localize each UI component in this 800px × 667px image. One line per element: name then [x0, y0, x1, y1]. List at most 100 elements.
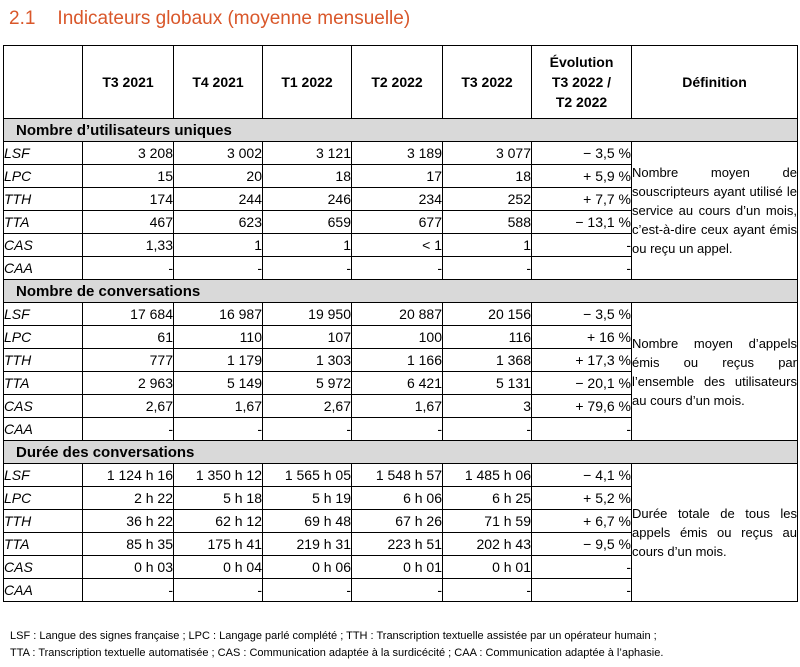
value-cell: 61: [82, 325, 174, 349]
value-cell: 107: [262, 325, 352, 349]
value-cell: -: [351, 256, 443, 280]
value-cell: 0 h 03: [82, 555, 174, 579]
value-cell: -: [262, 417, 352, 441]
value-cell: 623: [173, 210, 263, 234]
table-row: CAA - - - - - -: [3, 256, 798, 280]
table-row: TTA 85 h 35 175 h 41 219 h 31 223 h 51 202 h …: [3, 532, 798, 556]
value-cell: -: [442, 256, 532, 280]
section-title-cell: Durée des conversations: [3, 440, 798, 464]
value-cell: 5 149: [173, 371, 263, 395]
value-cell: 3: [442, 394, 532, 418]
evolution-cell: − 9,5 %: [531, 532, 632, 556]
value-cell: 1,33: [82, 233, 174, 257]
value-cell: -: [82, 417, 174, 441]
evolution-cell: − 20,1 %: [531, 371, 632, 395]
value-cell: 175 h 41: [173, 532, 263, 556]
row-label: CAA: [3, 578, 83, 602]
footnote-line: TTA : Transcription textuelle automatisé…: [10, 647, 664, 659]
definition-cell: Nombre moyen d’appels émis ou reçus par …: [631, 302, 798, 441]
definition-cell: Durée totale de tous les appels émis ou …: [631, 463, 798, 602]
row-label: TTH: [3, 187, 83, 211]
value-cell: 1: [262, 233, 352, 257]
evolution-cell: -: [531, 256, 632, 280]
value-cell: 1 548 h 57: [351, 463, 443, 487]
value-cell: 244: [173, 187, 263, 211]
table-row: LPC 2 h 22 5 h 18 5 h 19 6 h 06 6 h 25 + 5,2 %: [3, 486, 798, 510]
row-label: CAS: [3, 555, 83, 579]
header-blank: [3, 45, 83, 119]
value-cell: 19 950: [262, 302, 352, 326]
value-cell: 36 h 22: [82, 509, 174, 533]
value-cell: 18: [262, 164, 352, 188]
value-cell: 0 h 01: [442, 555, 532, 579]
value-cell: 3 208: [82, 141, 174, 165]
table-row: CAS 0 h 03 0 h 04 0 h 06 0 h 01 0 h 01-: [3, 555, 798, 579]
value-cell: 3 002: [173, 141, 263, 165]
evolution-cell: + 5,2 %: [531, 486, 632, 510]
value-cell: 20: [173, 164, 263, 188]
value-cell: 202 h 43: [442, 532, 532, 556]
column-header: T3 2022: [442, 45, 532, 119]
value-cell: 1 166: [351, 348, 443, 372]
table-row: CAA - - - - - -: [3, 417, 798, 441]
section-row: Nombre d’utilisateurs uniques: [3, 118, 798, 142]
evolution-cell: − 4,1 %: [531, 463, 632, 487]
value-cell: 659: [262, 210, 352, 234]
row-label: LPC: [3, 164, 83, 188]
evolution-cell: + 17,3 %: [531, 348, 632, 372]
header-row: T3 2021 T4 2021 T1 2022 T2 2022 T3 2022 …: [3, 45, 798, 119]
evolution-cell: + 6,7 %: [531, 509, 632, 533]
value-cell: 20 156: [442, 302, 532, 326]
value-cell: -: [442, 578, 532, 602]
evolution-cell: + 16 %: [531, 325, 632, 349]
table-row: LSF 17 684 16 987 19 950 20 887 20 156− 3,5 %…: [3, 302, 798, 441]
value-cell: 6 h 06: [351, 486, 443, 510]
section-number: 2.1: [9, 8, 36, 29]
evolution-cell: + 5,9 %: [531, 164, 632, 188]
evolution-cell: -: [531, 578, 632, 602]
table-row: TTH 36 h 22 62 h 12 69 h 48 67 h 26 71 h 59 + …: [3, 509, 798, 533]
value-cell: 2 h 22: [82, 486, 174, 510]
value-cell: -: [351, 417, 443, 441]
row-label: TTA: [3, 210, 83, 234]
value-cell: 1 179: [173, 348, 263, 372]
value-cell: 1 368: [442, 348, 532, 372]
value-cell: -: [262, 578, 352, 602]
value-cell: 1: [173, 233, 263, 257]
definition-header: Définition: [631, 45, 798, 119]
row-label: TTH: [3, 509, 83, 533]
value-cell: 0 h 06: [262, 555, 352, 579]
value-cell: -: [173, 256, 263, 280]
value-cell: 1 485 h 06: [442, 463, 532, 487]
evolution-cell: − 13,1 %: [531, 210, 632, 234]
value-cell: 67 h 26: [351, 509, 443, 533]
column-header: T2 2022: [351, 45, 443, 119]
definition-cell: Nombre moyen de souscripteurs ayant util…: [631, 141, 798, 280]
row-label: LSF: [3, 302, 83, 326]
value-cell: 15: [82, 164, 174, 188]
value-cell: 246: [262, 187, 352, 211]
value-cell: 1 124 h 16: [82, 463, 174, 487]
value-cell: 3 077: [442, 141, 532, 165]
row-label: LPC: [3, 486, 83, 510]
section-title-cell: Nombre d’utilisateurs uniques: [3, 118, 798, 142]
value-cell: -: [351, 578, 443, 602]
value-cell: 6 h 25: [442, 486, 532, 510]
value-cell: 85 h 35: [82, 532, 174, 556]
row-label: CAA: [3, 256, 83, 280]
value-cell: 110: [173, 325, 263, 349]
evolution-cell: -: [531, 555, 632, 579]
value-cell: -: [173, 578, 263, 602]
value-cell: 1,67: [173, 394, 263, 418]
table-row: TTA 2 963 5 149 5 972 6 421 5 131− 20,1 %: [3, 371, 798, 395]
row-label: LPC: [3, 325, 83, 349]
table-row: LSF 3 208 3 002 3 121 3 189 3 077− 3,5 % Nombr…: [3, 141, 798, 280]
value-cell: -: [82, 578, 174, 602]
table-row: TTH 174 244 246 234 252 + 7,7 %: [3, 187, 798, 211]
value-cell: 174: [82, 187, 174, 211]
value-cell: 234: [351, 187, 443, 211]
table-row: CAA - - - - - -: [3, 578, 798, 602]
row-label: CAS: [3, 394, 83, 418]
value-cell: < 1: [351, 233, 443, 257]
value-cell: 5 h 19: [262, 486, 352, 510]
